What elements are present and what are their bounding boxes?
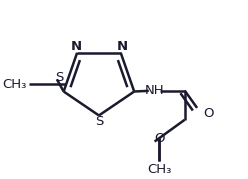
Text: CH₃: CH₃ [147, 163, 171, 176]
Text: O: O [203, 107, 214, 120]
Text: N: N [116, 40, 127, 53]
Text: CH₃: CH₃ [3, 78, 27, 91]
Text: S: S [95, 115, 103, 129]
Text: S: S [55, 71, 64, 84]
Text: NH: NH [145, 84, 164, 97]
Text: O: O [154, 132, 164, 145]
Text: N: N [70, 40, 82, 53]
